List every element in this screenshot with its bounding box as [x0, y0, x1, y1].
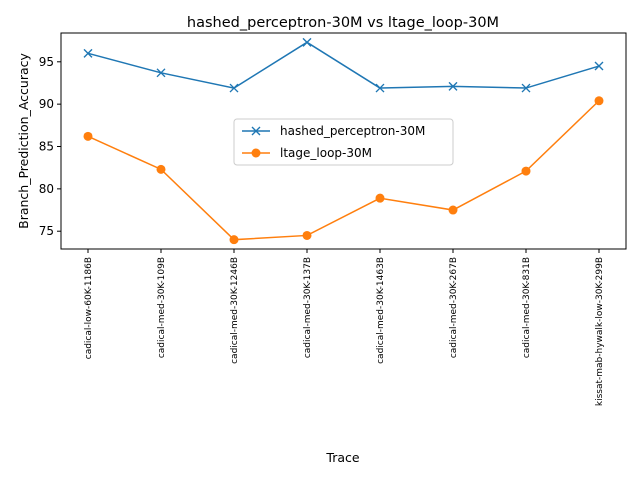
- y-tick-label: 80: [39, 182, 54, 196]
- data-point: [448, 205, 458, 215]
- y-tick-label: 95: [39, 55, 54, 69]
- x-axis: cadical-low-60K-1186B cadical-med-30K-109…: [84, 249, 605, 406]
- x-tick-label: cadical-med-30K-831B: [522, 257, 532, 358]
- x-tick-label: cadical-low-60K-1186B: [84, 257, 94, 359]
- y-tick-label: 90: [39, 97, 54, 111]
- data-point: [83, 48, 93, 58]
- data-point: [229, 83, 239, 93]
- legend-box: [233, 118, 454, 166]
- x-tick-label: cadical-med-30K-1463B: [376, 257, 386, 364]
- legend-marker: [251, 148, 261, 158]
- legend-label: hashed_perceptron-30M: [280, 124, 425, 138]
- data-point: [302, 230, 312, 240]
- legend: hashed_perceptron-30M ltage_loop-30M: [233, 118, 454, 166]
- data-point: [375, 83, 385, 93]
- data-point: [302, 37, 312, 47]
- data-point: [156, 164, 166, 174]
- data-point: [229, 235, 239, 245]
- data-point: [83, 131, 93, 141]
- legend-label: ltage_loop-30M: [280, 146, 372, 160]
- y-tick-label: 85: [39, 140, 54, 154]
- y-axis: 75 80 85 90 95: [39, 55, 61, 238]
- x-tick-label: kissat-mab-hywalk-low-30K-299B: [595, 257, 605, 406]
- data-point: [156, 68, 166, 78]
- data-point: [594, 61, 604, 71]
- data-point: [521, 83, 531, 93]
- x-tick-label: cadical-med-30K-137B: [303, 257, 313, 358]
- data-point: [521, 166, 531, 176]
- x-tick-label: cadical-med-30K-109B: [157, 257, 167, 358]
- x-tick-label: cadical-med-30K-1246B: [230, 257, 240, 364]
- data-point: [594, 96, 604, 106]
- series-layer: [83, 37, 604, 245]
- x-tick-label: cadical-med-30K-267B: [449, 257, 459, 358]
- series-line-1: [87, 100, 600, 241]
- y-tick-label: 75: [39, 224, 54, 238]
- x-axis-label: Trace: [325, 450, 359, 465]
- data-point: [448, 81, 458, 91]
- series-line-0: [87, 41, 600, 89]
- legend-marker: [251, 126, 261, 136]
- data-point: [375, 193, 385, 203]
- y-axis-label: Branch_Prediction_Accuracy: [16, 53, 31, 229]
- chart-title: hashed_perceptron-30M vs ltage_loop-30M: [187, 15, 499, 31]
